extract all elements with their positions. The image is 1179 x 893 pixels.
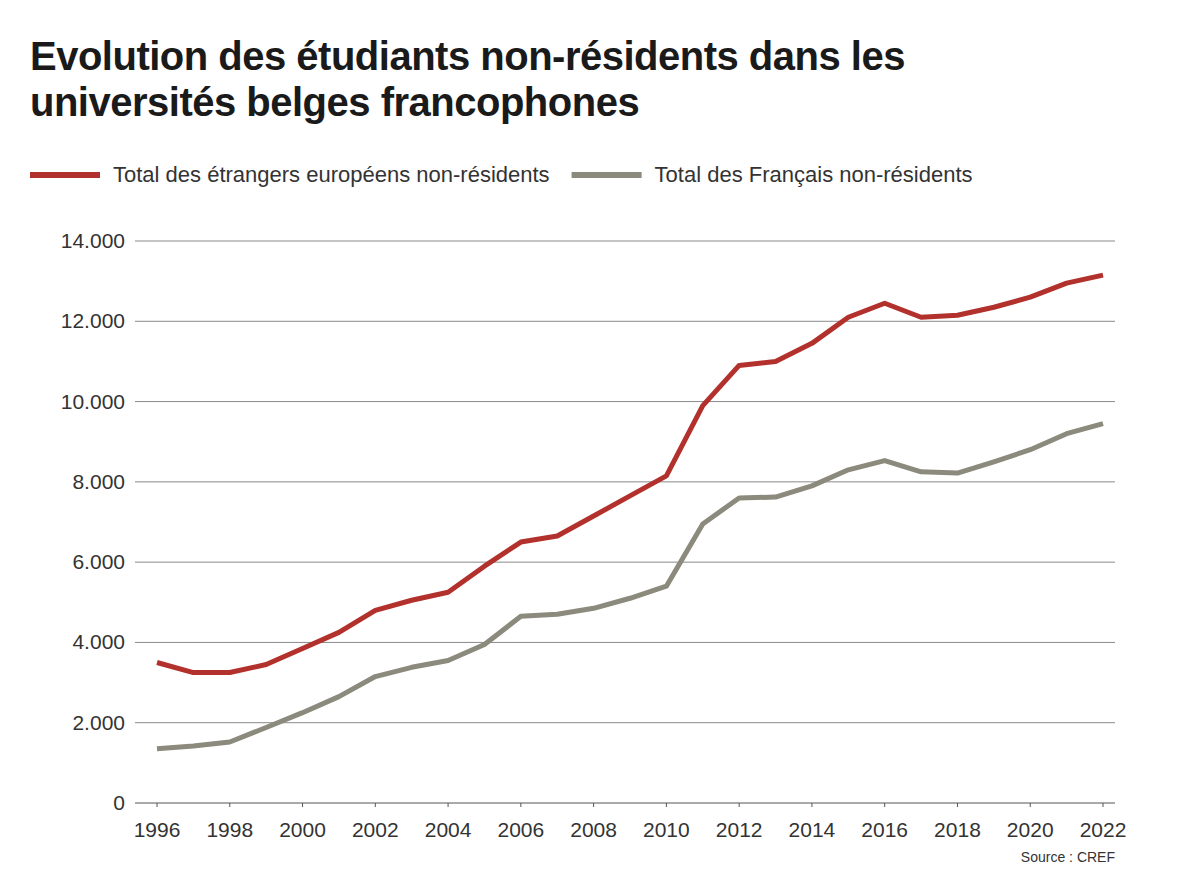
x-tick-label: 2004	[425, 818, 472, 841]
x-tick-label: 2002	[352, 818, 399, 841]
x-tick	[1030, 803, 1031, 807]
x-tick-label: 1998	[206, 818, 253, 841]
x-tick	[739, 803, 740, 807]
title-line: universités belges francophones	[30, 80, 639, 124]
x-tick	[448, 803, 449, 807]
x-tick	[884, 803, 885, 807]
y-tick-label: 14.000	[61, 229, 125, 252]
y-tick-label: 0	[113, 791, 125, 814]
grid-line	[135, 642, 1115, 643]
title-line: Evolution des étudiants non-résidents da…	[30, 34, 905, 78]
legend-swatch	[30, 172, 100, 178]
grid-line	[135, 401, 1115, 402]
x-tick-label: 2010	[643, 818, 690, 841]
x-tick	[1103, 803, 1104, 807]
grid-line	[135, 481, 1115, 482]
x-tick	[157, 803, 158, 807]
lines	[157, 275, 1103, 749]
grid-line	[135, 562, 1115, 563]
legend-label: Total des étrangers européens non-réside…	[113, 162, 550, 187]
x-tick	[520, 803, 521, 807]
grid-line	[135, 803, 1115, 804]
x-tick	[375, 803, 376, 807]
x-tick-label: 2012	[716, 818, 763, 841]
x-tick-label: 2006	[497, 818, 544, 841]
legend: Total des étrangers européens non-réside…	[30, 162, 973, 187]
source: Source : CREF	[1021, 849, 1115, 865]
x-tick	[666, 803, 667, 807]
x-tick-label: 1996	[134, 818, 181, 841]
grid-line	[135, 321, 1115, 322]
x-tick-label: 2022	[1080, 818, 1127, 841]
x-tick	[811, 803, 812, 807]
chart: Evolution des étudiants non-résidents da…	[0, 0, 1179, 893]
x-tick-label: 2018	[934, 818, 981, 841]
x-tick	[593, 803, 594, 807]
grid-line	[135, 241, 1115, 242]
legend-swatch	[572, 172, 642, 178]
y-tick-label: 12.000	[61, 309, 125, 332]
x-tick	[302, 803, 303, 807]
x-tick-label: 2000	[279, 818, 326, 841]
legend-label: Total des Français non-résidents	[655, 162, 973, 187]
x-tick-label: 2008	[570, 818, 617, 841]
y-tick-label: 8.000	[72, 470, 125, 493]
x-tick	[957, 803, 958, 807]
x-tick	[229, 803, 230, 807]
x-tick-label: 2016	[861, 818, 908, 841]
title: Evolution des étudiants non-résidents da…	[30, 34, 905, 124]
x-tick-label: 2020	[1007, 818, 1054, 841]
y-tick-label: 2.000	[72, 711, 125, 734]
y-tick-label: 6.000	[72, 550, 125, 573]
series-line	[157, 424, 1103, 749]
x-axis: 1996 1998 2000 2002 2004 2006 2008 2010 2012 2014…	[134, 803, 1127, 841]
y-tick-label: 4.000	[72, 630, 125, 653]
y-axis: 0 2.000 4.000 6.000 8.000 10.000 12.000 14.000	[61, 229, 1115, 814]
x-tick-label: 2014	[789, 818, 836, 841]
y-tick-label: 10.000	[61, 390, 125, 413]
